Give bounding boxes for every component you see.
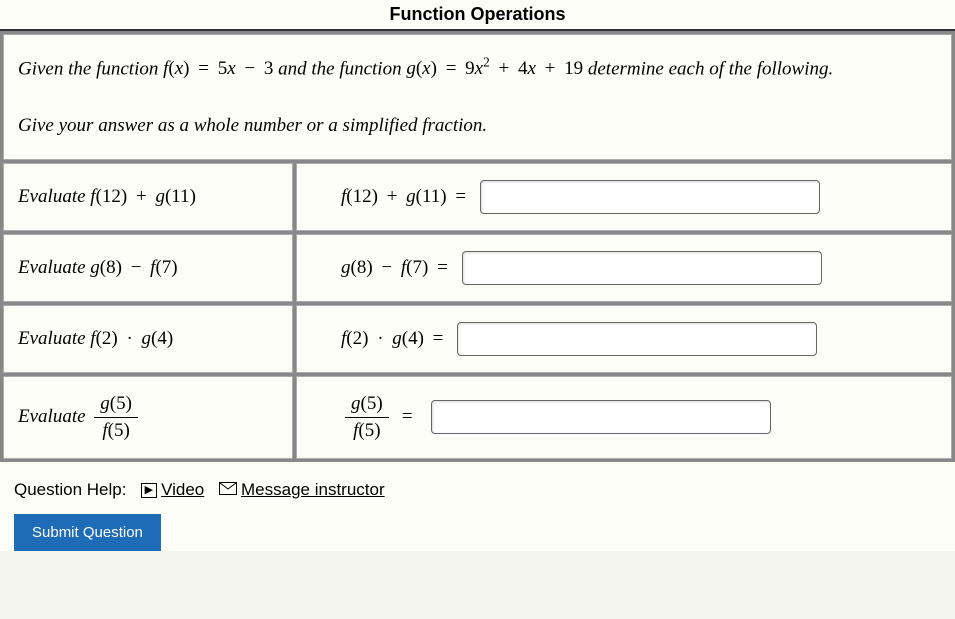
evaluate-label-4: Evaluate g(5)f(5) <box>3 376 293 459</box>
mail-icon <box>219 480 237 500</box>
answer-cell-1: f(12) + g(11) = <box>296 163 952 231</box>
video-link[interactable]: Video <box>161 480 204 499</box>
answer-input-4[interactable] <box>431 400 771 434</box>
instructions-cell: Given the function f(x) = 5x − 3 and the… <box>3 34 952 160</box>
answer-cell-4: g(5)f(5) = <box>296 376 952 459</box>
video-icon: ▶ <box>141 483 157 498</box>
answer-input-1[interactable] <box>480 180 820 214</box>
answer-cell-2: g(8) − f(7) = <box>296 234 952 302</box>
rhs-expr-4: g(5)f(5) <box>345 393 389 442</box>
answer-cell-3: f(2) · g(4) = <box>296 305 952 373</box>
rhs-expr-3: f(2) · g(4) = <box>341 328 447 350</box>
evaluate-label-1: Evaluate f(12) + g(11) <box>3 163 293 231</box>
page-title: Function Operations <box>0 0 955 31</box>
help-label: Question Help: <box>14 480 126 499</box>
evaluate-label-3: Evaluate f(2) · g(4) <box>3 305 293 373</box>
help-row: Question Help: ▶ Video Message instructor <box>0 462 955 515</box>
equals-4: = <box>401 406 414 428</box>
table-row: Evaluate f(2) · g(4) f(2) · g(4) = <box>3 305 952 373</box>
problem-table: Given the function f(x) = 5x − 3 and the… <box>0 31 955 462</box>
submit-question-button[interactable]: Submit Question <box>14 514 161 551</box>
instruction-line-1: Given the function f(x) = 5x − 3 and the… <box>18 51 937 87</box>
answer-input-3[interactable] <box>457 322 817 356</box>
message-instructor-link[interactable]: Message instructor <box>241 480 385 499</box>
evaluate-label-2: Evaluate g(8) − f(7) <box>3 234 293 302</box>
rhs-expr-2: g(8) − f(7) = <box>341 257 452 279</box>
rhs-expr-1: f(12) + g(11) = <box>341 186 470 208</box>
table-row: Evaluate g(8) − f(7) g(8) − f(7) = <box>3 234 952 302</box>
table-row: Evaluate f(12) + g(11) f(12) + g(11) = <box>3 163 952 231</box>
answer-input-2[interactable] <box>462 251 822 285</box>
instruction-line-2: Give your answer as a whole number or a … <box>18 109 937 143</box>
table-row: Evaluate g(5)f(5) g(5)f(5) = <box>3 376 952 459</box>
